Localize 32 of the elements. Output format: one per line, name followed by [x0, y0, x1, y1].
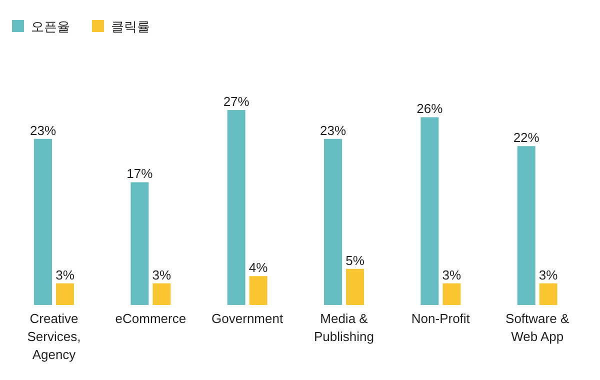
bar: [34, 138, 52, 305]
bar: [420, 117, 439, 305]
x-tick-label: Software & Web App: [506, 311, 570, 344]
legend-label: 클릭률: [111, 19, 150, 34]
data-label: 26%: [416, 101, 444, 116]
bar: [346, 268, 364, 305]
data-label: 3%: [56, 267, 75, 282]
data-label: 5%: [346, 252, 365, 268]
bar: [130, 182, 149, 305]
bar: [56, 283, 74, 305]
bar: [152, 283, 171, 305]
bar: [517, 146, 536, 305]
x-tick-label: eCommerce: [115, 311, 186, 326]
data-label: 4%: [248, 260, 268, 276]
data-label: 23%: [320, 122, 346, 138]
bar: [324, 138, 342, 305]
x-tick-label: Non-Profit: [411, 311, 470, 326]
x-tick-label: Creative Services, Agency: [27, 311, 81, 362]
data-label: 17%: [126, 166, 154, 182]
x-tick-label: Media & Publishing: [314, 311, 374, 344]
data-label: 3%: [152, 267, 172, 282]
bar: [249, 276, 268, 305]
data-label: 3%: [442, 267, 462, 282]
bar: [539, 283, 558, 305]
x-tick-label: Government: [212, 311, 284, 326]
data-label: 23%: [30, 122, 56, 138]
data-label: 27%: [223, 94, 250, 109]
data-label: 22%: [513, 130, 540, 146]
data-label: 3%: [538, 267, 558, 282]
bar: [227, 110, 246, 305]
legend-label: 오픈율: [31, 19, 70, 34]
bar: [442, 283, 461, 305]
